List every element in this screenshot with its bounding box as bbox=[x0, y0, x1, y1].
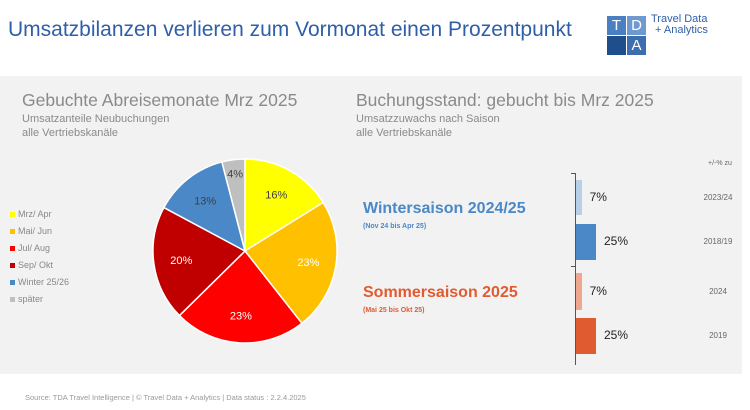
summer-season-label: Sommersaison 2025 bbox=[363, 284, 518, 301]
legend-label: Mrz/ Apr bbox=[18, 209, 52, 219]
legend-label: Jul/ Aug bbox=[18, 243, 51, 253]
pie-slice bbox=[178, 249, 303, 344]
pie-slice bbox=[244, 158, 325, 253]
bar-data-label: 7% bbox=[589, 283, 607, 298]
content-panel bbox=[0, 76, 742, 374]
bar-title: Buchungsstand: gebucht bis Mrz 2025 bbox=[356, 90, 654, 110]
logo: T D A Travel Data + Analytics bbox=[607, 14, 708, 56]
pie-slice bbox=[220, 158, 246, 252]
legend-item: Jul/ Aug bbox=[10, 243, 50, 253]
bar-data-label: 25% bbox=[604, 234, 629, 248]
footer-source: Source: TDA Travel Intelligence | © Trav… bbox=[25, 393, 306, 402]
legend-label: Sep/ Okt bbox=[18, 260, 54, 270]
axis-tick bbox=[571, 266, 576, 267]
pie-data-label: 20% bbox=[170, 255, 192, 267]
legend-label: Winter 25/26 bbox=[18, 277, 70, 287]
bar-subtitle: Umsatzzuwachs nach Saison alle Vertriebsk… bbox=[356, 113, 500, 139]
pie-data-label: 4% bbox=[227, 168, 243, 180]
bar-data-label: 25% bbox=[604, 328, 629, 342]
bar-axis bbox=[575, 173, 576, 365]
compare-year-label: 2018/19 bbox=[703, 237, 733, 246]
compare-header: +/-% zu bbox=[708, 160, 732, 167]
legend-swatch bbox=[10, 263, 15, 269]
bar bbox=[576, 273, 582, 310]
pie-data-label: 23% bbox=[230, 310, 252, 322]
legend-item: später bbox=[10, 294, 43, 304]
bar bbox=[576, 224, 596, 260]
legend-swatch bbox=[10, 280, 15, 286]
legend-label: Mai/ Jun bbox=[18, 226, 53, 236]
pie-data-label: 23% bbox=[297, 257, 319, 269]
legend-item: Sep/ Okt bbox=[10, 260, 53, 270]
bar bbox=[576, 180, 582, 215]
legend-item: Winter 25/26 bbox=[10, 277, 69, 287]
pie-data-label: 16% bbox=[265, 190, 287, 202]
pie-slice bbox=[152, 206, 247, 317]
pie-slice bbox=[162, 161, 247, 253]
compare-year-label: 2023/24 bbox=[703, 192, 733, 202]
pie-data-label: 13% bbox=[194, 195, 216, 207]
legend-swatch bbox=[10, 246, 15, 252]
pie-slice bbox=[243, 201, 338, 325]
legend-item: Mrz/ Apr bbox=[10, 209, 52, 219]
winter-season-label: Wintersaison 2024/25 bbox=[363, 200, 526, 217]
compare-year-label: 2024 bbox=[709, 286, 727, 296]
compare-year-label: 2019 bbox=[709, 331, 727, 340]
axis-tick bbox=[571, 173, 576, 174]
summer-season-period: (Mai 25 bis Okt 25) bbox=[363, 307, 425, 314]
legend-label: später bbox=[18, 294, 44, 304]
pie-subtitle: Umsatzanteile Neubuchungen alle Vertriebs… bbox=[22, 113, 170, 139]
legend-swatch bbox=[10, 212, 15, 218]
bars-icon bbox=[607, 36, 626, 55]
winter-season-period: (Nov 24 bis Apr 25) bbox=[363, 223, 427, 230]
legend-swatch bbox=[10, 229, 15, 235]
bar bbox=[576, 318, 596, 354]
legend-swatch bbox=[10, 297, 15, 303]
legend-item: Mai/ Jun bbox=[10, 226, 52, 236]
page-title: Umsatzbilanzen verlieren zum Vormonat ei… bbox=[8, 18, 572, 41]
bar-data-label: 7% bbox=[589, 189, 607, 204]
pie-title: Gebuchte Abreisemonate Mrz 2025 bbox=[22, 90, 298, 110]
